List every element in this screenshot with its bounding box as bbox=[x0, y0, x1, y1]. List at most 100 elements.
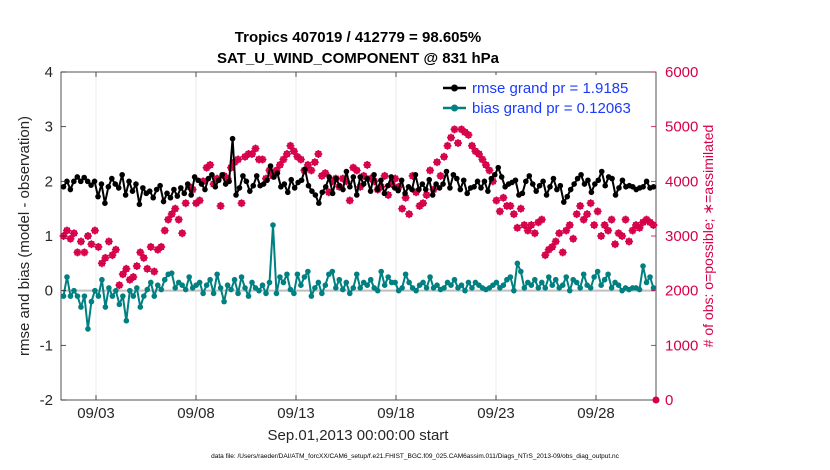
x-tick-label: 09/28 bbox=[577, 405, 615, 422]
obs-assim-stroke bbox=[112, 246, 120, 253]
obs-assim-stroke bbox=[608, 216, 615, 223]
rmse-point bbox=[146, 188, 153, 194]
obs-assim-stroke bbox=[84, 232, 92, 240]
obs-count-marker bbox=[576, 201, 585, 210]
bias-point bbox=[636, 286, 643, 293]
bias-point bbox=[312, 285, 318, 291]
obs-count-marker bbox=[433, 158, 442, 167]
bias-point bbox=[308, 293, 315, 299]
rmse-point bbox=[547, 184, 553, 190]
obs-count-marker bbox=[516, 204, 525, 213]
rmse-point bbox=[592, 181, 598, 187]
rmse-point bbox=[357, 174, 364, 180]
rmse-point bbox=[195, 177, 201, 184]
bias-point bbox=[598, 282, 604, 289]
obs-assim-stroke bbox=[573, 210, 580, 218]
rmse-point bbox=[164, 190, 170, 197]
obs-count-marker bbox=[181, 199, 190, 208]
bias-point bbox=[532, 276, 538, 283]
rmse-point bbox=[422, 186, 429, 193]
x-tick-label: 09/03 bbox=[77, 405, 115, 422]
rmse-point bbox=[322, 184, 329, 190]
bias-point bbox=[350, 285, 357, 291]
obs-count-marker bbox=[90, 226, 99, 235]
bias-point bbox=[549, 282, 556, 289]
obs-assim-stroke bbox=[182, 199, 189, 207]
obs-assim-stroke bbox=[419, 199, 427, 207]
bias-point bbox=[106, 285, 112, 291]
rmse-point bbox=[229, 135, 236, 142]
rmse-point bbox=[226, 178, 232, 185]
bias-point bbox=[287, 286, 294, 293]
obs-count-marker bbox=[66, 234, 75, 243]
obs-count-marker bbox=[321, 169, 330, 178]
y-right-tick-label: 0 bbox=[665, 392, 673, 409]
rmse-point bbox=[267, 163, 274, 169]
obs-count-marker bbox=[164, 215, 173, 224]
bias-point bbox=[402, 271, 409, 278]
obs-assim-stroke bbox=[384, 191, 392, 199]
bias-point bbox=[109, 293, 116, 299]
obs-count-marker bbox=[593, 207, 602, 216]
obs-assim-stroke bbox=[116, 281, 123, 289]
bias-point bbox=[427, 274, 433, 280]
y-left-tick-label: 3 bbox=[45, 119, 53, 136]
obs-count-marker bbox=[440, 152, 449, 161]
obs-count-marker bbox=[628, 226, 637, 235]
rmse-point bbox=[360, 181, 367, 187]
bias-point bbox=[71, 287, 77, 294]
obs-assim-stroke bbox=[510, 210, 518, 218]
bias-point bbox=[493, 279, 500, 286]
obs-assim-stroke bbox=[444, 142, 451, 150]
obs-count-marker bbox=[139, 253, 148, 262]
rmse-point bbox=[157, 182, 163, 189]
bias-point bbox=[217, 285, 224, 291]
obs-count-marker bbox=[572, 210, 581, 219]
bias-series bbox=[60, 222, 657, 332]
obs-assim-stroke bbox=[70, 229, 78, 237]
obs-count-marker bbox=[122, 264, 131, 273]
obs-count-marker bbox=[111, 245, 120, 254]
rmse-point bbox=[550, 175, 557, 182]
rmse-point bbox=[457, 186, 464, 193]
obs-count-marker bbox=[108, 251, 117, 260]
obs-assim-stroke bbox=[447, 134, 455, 141]
obs-assim-stroke bbox=[98, 260, 106, 267]
rmse-point bbox=[329, 190, 336, 197]
bias-point bbox=[266, 279, 273, 286]
obs-count-marker bbox=[69, 229, 78, 238]
rmse-point bbox=[167, 194, 174, 201]
obs-assim-stroke bbox=[290, 147, 298, 155]
obs-assim-stroke bbox=[486, 167, 493, 174]
rmse-point bbox=[612, 192, 619, 198]
bias-point bbox=[203, 282, 210, 289]
bias-point bbox=[343, 279, 350, 286]
obs-assim-stroke bbox=[325, 188, 333, 196]
legend-bias-marker bbox=[451, 104, 458, 112]
rmse-point bbox=[371, 171, 377, 178]
rmse-point bbox=[378, 177, 384, 184]
obs-assim-stroke bbox=[559, 249, 567, 256]
obs-count-marker bbox=[426, 166, 435, 175]
x-axis-label: Sep.01,2013 00:00:00 start bbox=[268, 427, 450, 444]
bias-point bbox=[333, 285, 339, 291]
bias-point bbox=[85, 326, 91, 332]
bias-point bbox=[545, 274, 552, 280]
rmse-point bbox=[178, 185, 184, 191]
rmse-point bbox=[429, 192, 436, 198]
rmse-point bbox=[298, 177, 305, 184]
obs-count-marker bbox=[150, 267, 159, 276]
obs-assim-stroke bbox=[594, 208, 601, 215]
bias-point bbox=[566, 287, 573, 294]
legend: rmse grand pr = 1.9185 bias grand pr = 0… bbox=[437, 75, 654, 120]
rmse-point bbox=[219, 171, 226, 178]
bias-point bbox=[336, 276, 343, 283]
y-left-tick-label: -2 bbox=[40, 392, 53, 409]
rmse-point bbox=[343, 168, 350, 175]
obs-assim-stroke bbox=[248, 150, 256, 158]
obs-count-marker bbox=[541, 251, 550, 260]
bias-point bbox=[196, 279, 203, 286]
bias-point bbox=[238, 274, 245, 280]
x-tick-label: 09/08 bbox=[177, 405, 215, 422]
obs-count-marker bbox=[422, 191, 431, 199]
